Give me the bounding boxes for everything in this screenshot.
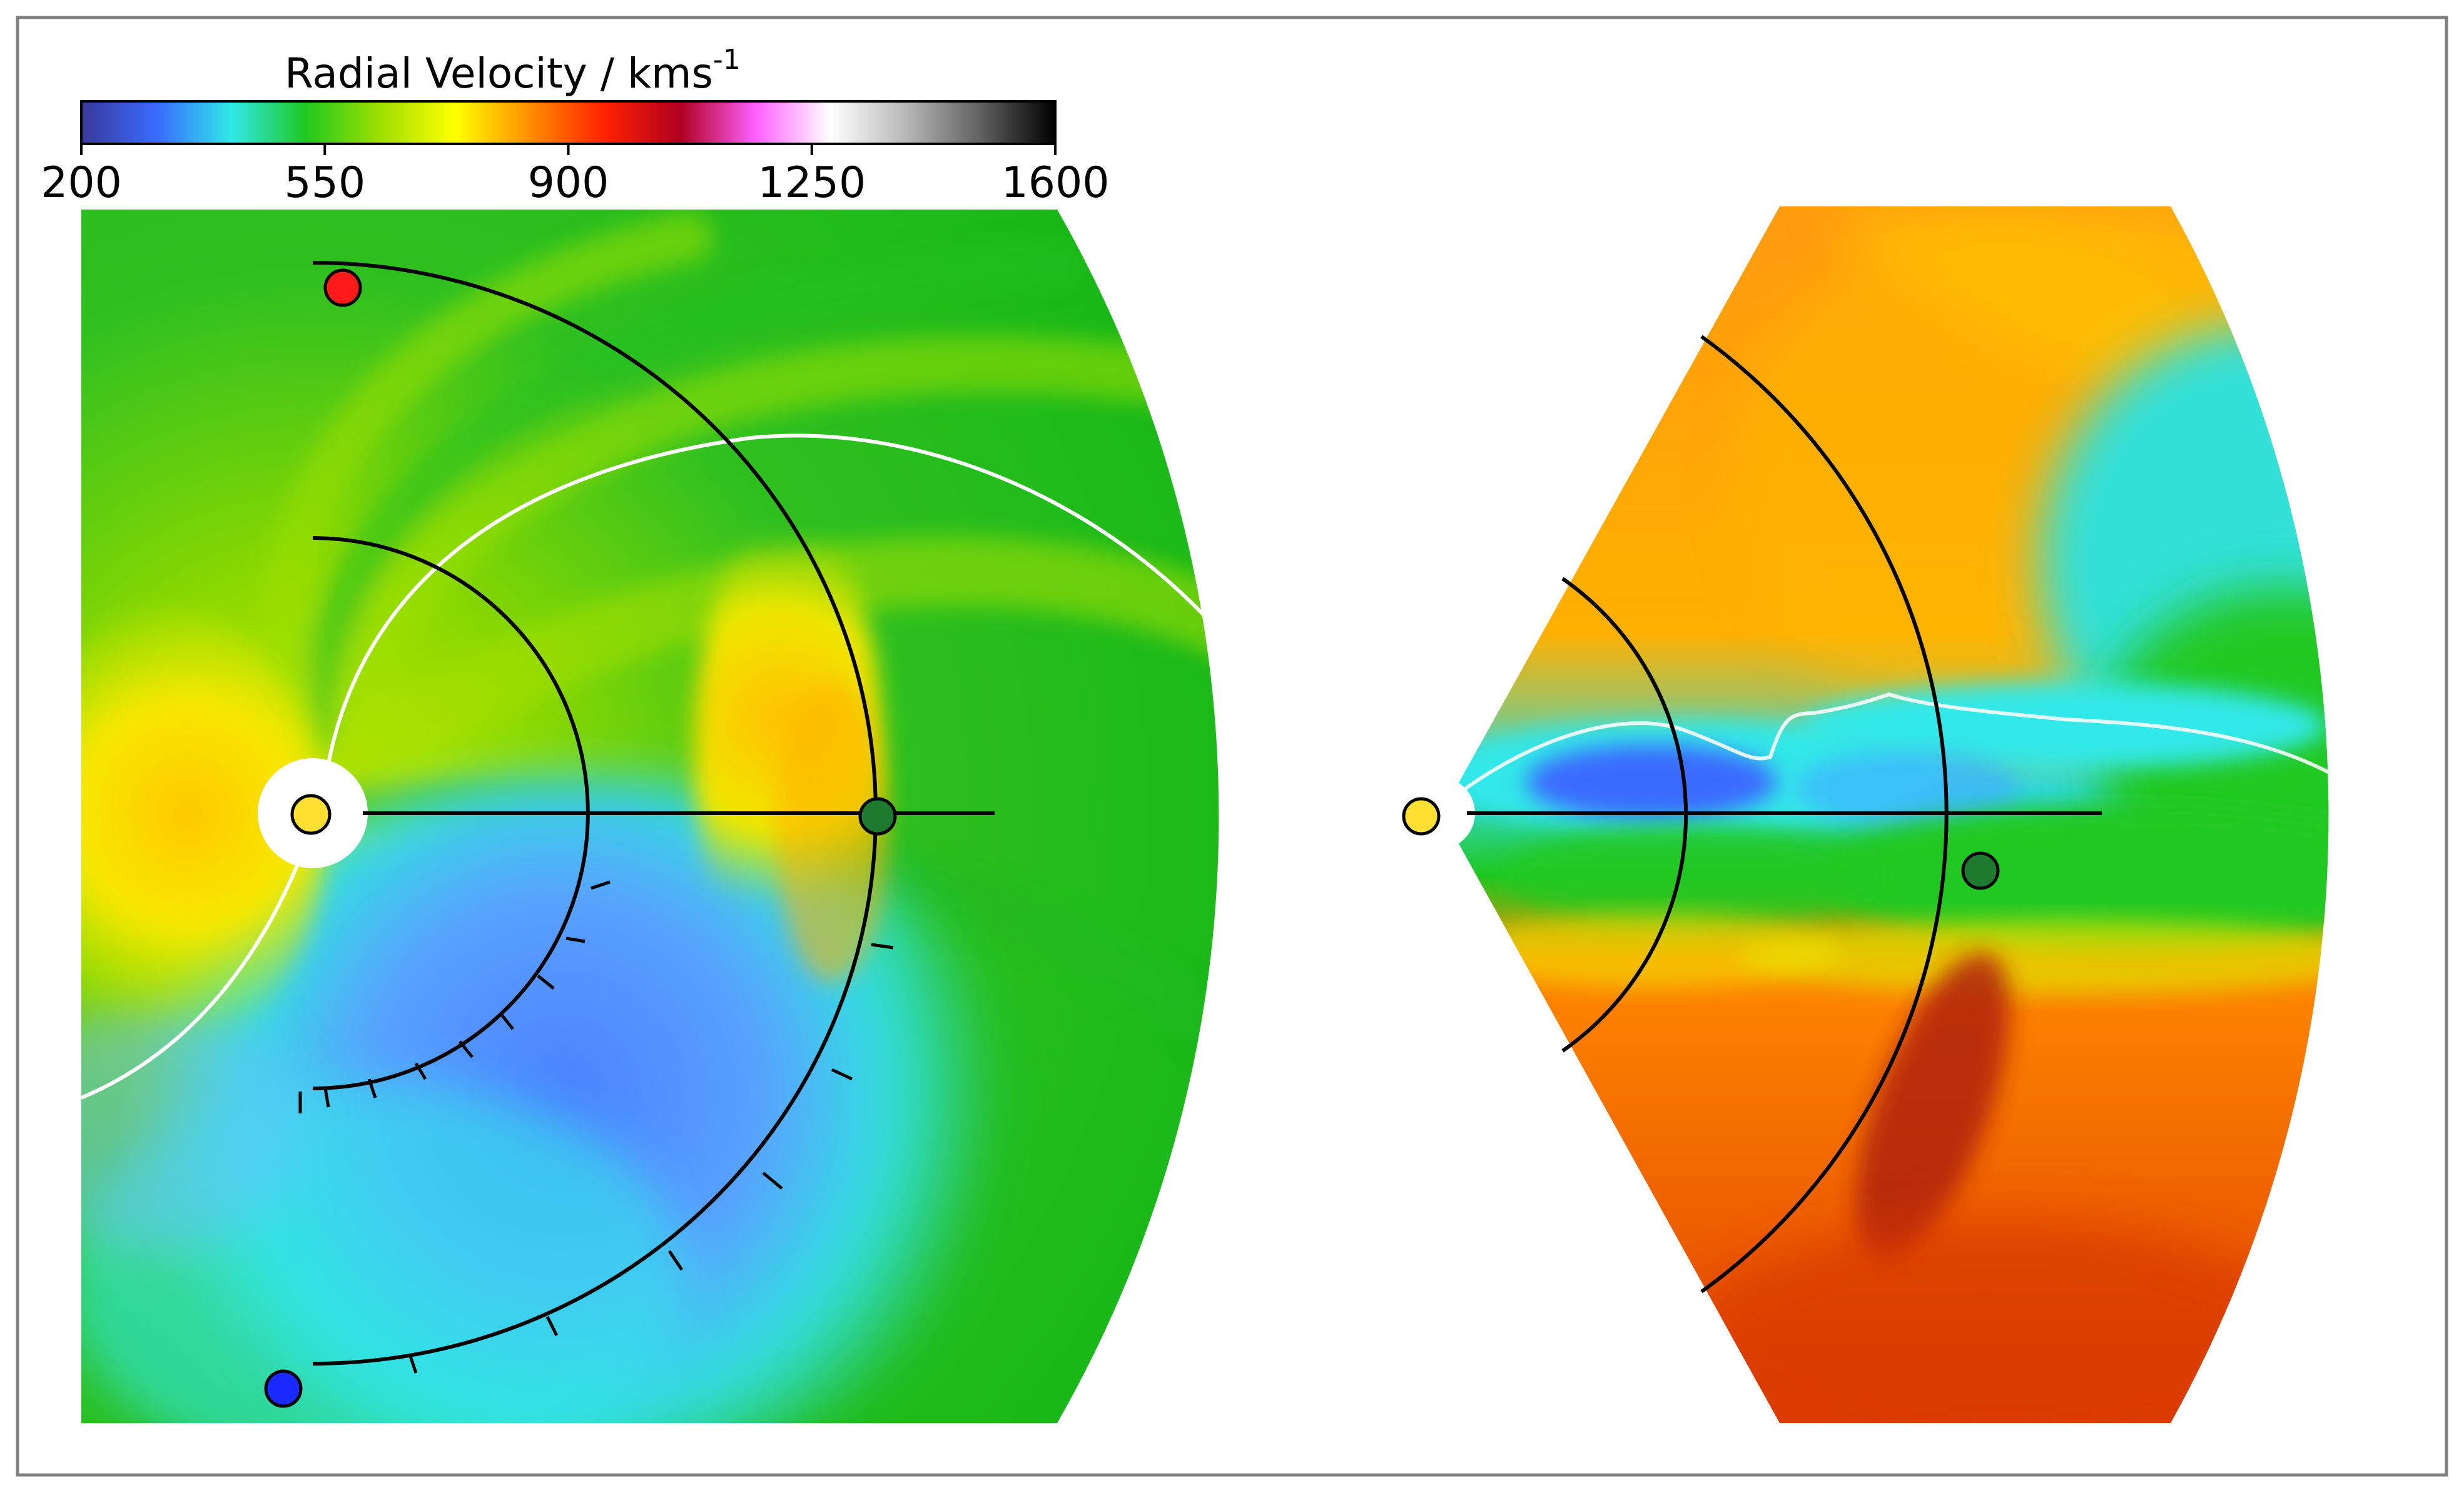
stereo-a-marker [323, 268, 362, 307]
sun-icon [290, 794, 332, 835]
colorbar-tick-label: 1600 [1001, 158, 1109, 208]
colorbar-tick-label: 200 [41, 158, 122, 208]
colorbar-scale [80, 100, 1057, 145]
earth-marker-right [1961, 851, 2000, 890]
colorbar-ticks: 200 550 900 1250 1600 [41, 144, 1110, 208]
stereo-b-marker [264, 1369, 303, 1408]
colorbar: Radial Velocity / kms-1 200 550 900 1250 160… [41, 44, 1109, 208]
sun-icon-right [1402, 797, 1441, 836]
outer-orbit-ticks [408, 943, 894, 1374]
meridional-plane-panel [1402, 206, 2329, 1423]
inner-orbit-ticks [298, 880, 611, 1113]
colorbar-title: Radial Velocity / kms-1 [285, 44, 741, 98]
current-sheet-right [1456, 692, 2329, 828]
figure-frame [16, 16, 2448, 1477]
current-sheet-left [81, 433, 1219, 1100]
earth-marker-left [858, 797, 897, 836]
colorbar-tick-label: 900 [528, 158, 609, 208]
ecliptic-plane-panel [81, 210, 1219, 1423]
colorbar-tick-label: 550 [284, 158, 365, 208]
colorbar-tick-label: 1250 [758, 158, 866, 208]
